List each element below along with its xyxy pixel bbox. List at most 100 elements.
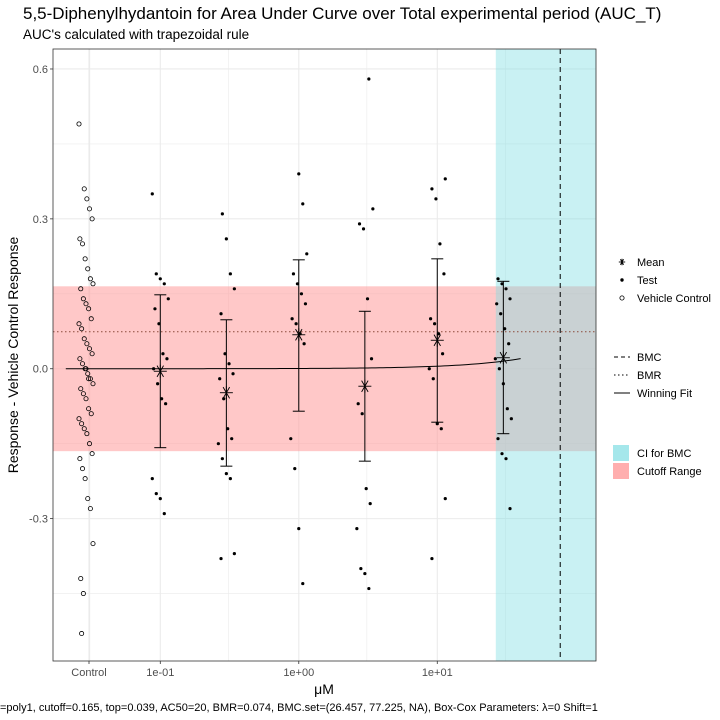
vehicle-control-point <box>87 276 93 282</box>
test-point <box>166 297 170 301</box>
test-point <box>218 377 222 381</box>
vehicle-control-point <box>85 266 91 272</box>
test-point <box>157 322 161 326</box>
test-point <box>369 357 374 361</box>
vehicle-control-point <box>85 496 91 502</box>
legend-item: BMR <box>614 370 662 382</box>
test-point <box>363 571 367 576</box>
test-point <box>508 297 512 301</box>
vehicle-control-point <box>83 396 89 402</box>
vehicle-control-point <box>79 631 85 637</box>
vehicle-control-point <box>82 476 88 482</box>
legend-item: Cutoff Range <box>613 463 702 479</box>
vehicle-control-point <box>84 431 90 437</box>
x-tick-label: Control <box>71 667 106 679</box>
test-point <box>443 177 447 181</box>
vehicle-control-point <box>88 316 94 322</box>
test-point <box>431 377 435 381</box>
test-point <box>158 277 162 281</box>
test-point <box>162 512 166 516</box>
mean-marker <box>153 364 167 378</box>
legend-cutoff-swatch <box>613 463 629 479</box>
vehicle-control-point <box>87 346 93 352</box>
chart-title: 5,5-Diphenylhydantoin for Area Under Cur… <box>23 4 661 23</box>
legend-label: Test <box>637 275 657 287</box>
vehicle-control-point <box>87 376 93 382</box>
vehicle-control-point <box>87 506 93 512</box>
winning-fit-curve <box>65 358 521 370</box>
test-point <box>219 312 223 316</box>
test-point <box>507 342 511 346</box>
test-point <box>438 242 442 246</box>
legend-asterisk-icon <box>618 258 626 266</box>
legend-label: Mean <box>637 257 665 269</box>
vehicle-control-point <box>80 466 86 472</box>
test-point <box>232 287 236 291</box>
test-point <box>156 382 160 386</box>
vehicle-control-point <box>81 186 87 192</box>
caption: =poly1, cutoff=0.165, top=0.039, AC50=20… <box>0 702 598 714</box>
vehicle-control-point <box>81 336 87 342</box>
y-tick-label: -0.3 <box>29 514 48 526</box>
legend-item: CI for BMC <box>613 445 691 461</box>
test-point <box>220 212 224 216</box>
test-point <box>499 312 503 316</box>
vehicle-control-point <box>77 456 83 462</box>
test-point <box>232 551 236 556</box>
test-point <box>228 272 232 276</box>
test-point <box>231 372 235 376</box>
test-point <box>495 302 499 306</box>
test-point <box>226 427 230 431</box>
test-point <box>230 437 234 441</box>
vehicle-control-point <box>87 441 93 447</box>
test-point <box>297 527 301 531</box>
test-point <box>154 492 158 496</box>
vehicle-control-point <box>76 321 82 327</box>
test-point <box>164 402 168 406</box>
vehicle-control-point <box>76 416 82 422</box>
vehicle-control-point <box>80 241 86 247</box>
test-point <box>150 477 154 481</box>
vehicle-control-point <box>78 386 84 392</box>
legend-label: Winning Fit <box>637 388 692 400</box>
test-point <box>367 77 371 81</box>
test-point <box>165 357 169 361</box>
mean-marker <box>496 351 510 365</box>
x-tick-label: 1e-01 <box>146 667 174 679</box>
vehicle-control-point <box>78 576 84 582</box>
test-point <box>508 507 512 511</box>
y-tick-label: 0.3 <box>33 214 48 226</box>
test-point <box>228 477 232 481</box>
vehicle-control-point <box>78 286 84 292</box>
vehicle-control-point <box>83 301 89 307</box>
vehicle-control-point <box>88 411 94 417</box>
legend: Mean Test Vehicle Control BMC BMR Winning Fit… <box>613 257 711 479</box>
legend-label: Vehicle Control <box>637 293 711 305</box>
test-point <box>297 172 301 176</box>
y-tick-label: 0.0 <box>33 364 48 376</box>
test-point <box>158 497 162 501</box>
test-point <box>301 202 305 206</box>
test-point <box>294 322 298 326</box>
vehicle-control-point <box>84 196 90 202</box>
vehicle-control-point <box>80 391 86 397</box>
vehicle-control-point <box>76 121 82 127</box>
plot-area <box>53 49 596 661</box>
test-point <box>437 332 441 336</box>
test-point <box>442 272 446 276</box>
test-point <box>505 407 509 411</box>
legend-item: Winning Fit <box>614 388 692 400</box>
test-point <box>441 352 445 356</box>
vehicle-control-point <box>84 341 90 347</box>
test-point <box>303 302 308 306</box>
vehicle-control-point <box>82 256 88 262</box>
test-point <box>355 527 359 531</box>
test-point <box>427 367 431 371</box>
test-point <box>435 422 439 426</box>
vehicle-control-point <box>90 281 96 287</box>
test-point <box>356 402 360 406</box>
vehicle-control-point <box>86 306 92 312</box>
test-point <box>161 352 165 356</box>
vehicle-control-point <box>77 236 83 242</box>
test-point <box>301 581 305 586</box>
